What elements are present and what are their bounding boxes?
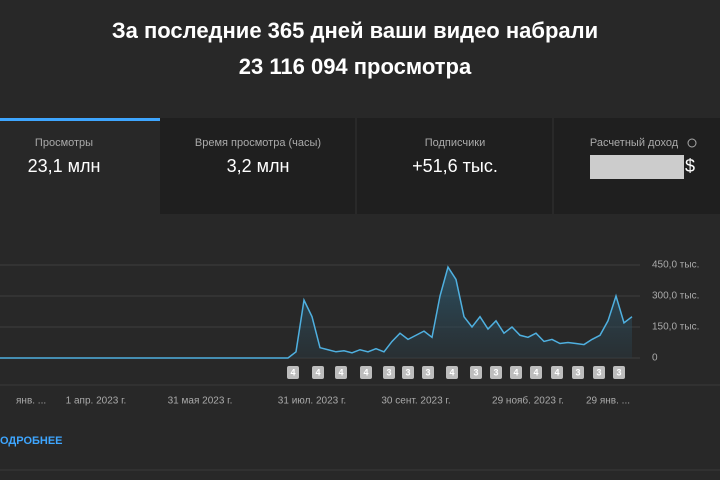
tab-label: Время просмотра (часы) (195, 137, 321, 149)
marker-label: 3 (596, 367, 601, 377)
x-tick-label: 31 мая 2023 г. (168, 396, 233, 407)
tab-label: Просмотры (35, 137, 93, 149)
area (0, 267, 632, 358)
x-tick-label: янв. ... (16, 396, 46, 407)
marker-label: 4 (338, 367, 343, 377)
y-tick-label: 0 (652, 353, 658, 364)
marker-box (470, 366, 482, 379)
clock-icon (687, 138, 697, 148)
marker-label: 3 (493, 367, 498, 377)
marker-box (402, 366, 414, 379)
marker-label: 4 (449, 367, 454, 377)
marker-label: 3 (616, 367, 621, 377)
y-tick-label: 300,0 тыс. (652, 291, 699, 302)
marker-box (422, 366, 434, 379)
marker-label: 3 (473, 367, 478, 377)
marker-label: 3 (386, 367, 391, 377)
marker-label: 3 (405, 367, 410, 377)
marker-box (510, 366, 522, 379)
marker-box (593, 366, 605, 379)
marker-label: 3 (425, 367, 430, 377)
x-tick-label: 29 янв. ... (586, 396, 630, 407)
x-tick-label: 30 сент. 2023 г. (381, 396, 450, 407)
marker-box (551, 366, 563, 379)
marker-box (312, 366, 324, 379)
marker-label: 4 (290, 367, 295, 377)
blurred-value (590, 155, 684, 179)
marker-box (446, 366, 458, 379)
marker-label: 4 (554, 367, 559, 377)
tab-selected[interactable] (0, 118, 160, 214)
x-tick-label: 31 июл. 2023 г. (278, 396, 346, 407)
x-tick-label: 1 апр. 2023 г. (66, 396, 127, 407)
marker-label: 3 (575, 367, 580, 377)
tab-value: $ (685, 156, 695, 176)
marker-box (613, 366, 625, 379)
tab-value: 3,2 млн (227, 156, 290, 176)
marker-label: 4 (513, 367, 518, 377)
marker-box (383, 366, 395, 379)
tab-value: +51,6 тыс. (412, 156, 498, 176)
marker-label: 4 (533, 367, 538, 377)
tab-value: 23,1 млн (28, 156, 101, 176)
marker-box (287, 366, 299, 379)
tab-label: Подписчики (425, 137, 486, 149)
marker-box (335, 366, 347, 379)
marker-box (572, 366, 584, 379)
title: 23 116 094 просмотра (239, 54, 472, 79)
marker-label: 4 (315, 367, 320, 377)
tab-indicator (0, 118, 160, 121)
marker-box (530, 366, 542, 379)
tab-label: Расчетный доход (590, 137, 679, 149)
title: За последние 365 дней ваши видео набрали (112, 18, 598, 43)
marker-box (490, 366, 502, 379)
more-link[interactable]: ОДРОБНЕЕ (0, 435, 63, 447)
marker-box (360, 366, 372, 379)
x-tick-label: 29 нояб. 2023 г. (492, 395, 564, 407)
marker-label: 4 (363, 367, 368, 377)
y-tick-label: 150,0 тыс. (652, 322, 699, 333)
line (0, 265, 633, 359)
y-tick-label: 450,0 тыс. (652, 260, 699, 271)
